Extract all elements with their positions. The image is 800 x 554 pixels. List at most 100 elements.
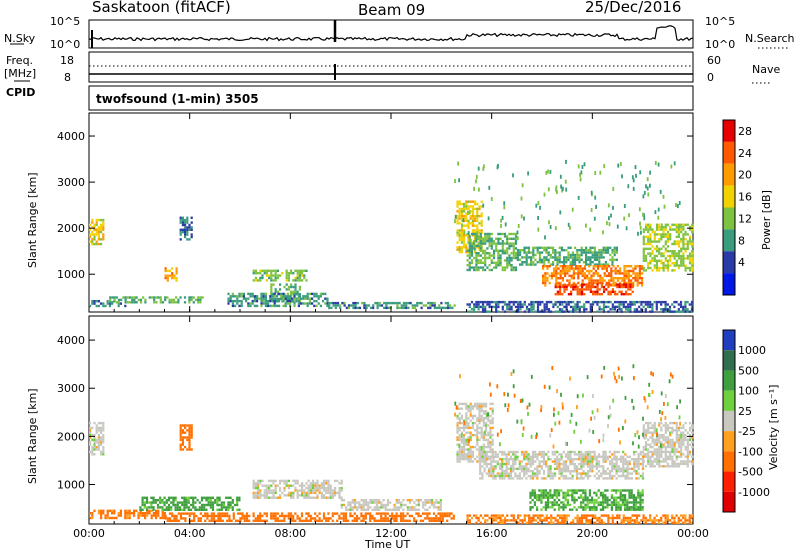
velocity-cell: [639, 474, 642, 478]
velocity-cell: [602, 503, 605, 507]
velocity-cell: [509, 472, 513, 475]
velocity-cell: [220, 506, 223, 509]
power-cell: [597, 281, 600, 285]
power-cell: [559, 274, 562, 277]
power-cell: [673, 300, 676, 304]
velocity-cell: [644, 436, 648, 439]
power-cell: [605, 281, 608, 285]
power-cell: [598, 263, 601, 266]
power-cell: [561, 303, 564, 306]
power-cell: [396, 306, 399, 310]
power-cell: [89, 235, 92, 239]
power-cell: [634, 165, 637, 170]
velocity-cell: [257, 486, 260, 490]
velocity-cell: [194, 496, 197, 499]
velocity-cell: [196, 508, 199, 511]
velocity-cell: [298, 484, 301, 487]
velocity-cell: [469, 460, 472, 463]
velocity-cell: [520, 460, 524, 463]
velocity-cell: [233, 503, 237, 507]
velocity-cell: [428, 501, 431, 504]
velocity-cell: [644, 443, 648, 446]
power-cell: [618, 303, 621, 306]
power-cell: [478, 248, 481, 251]
velocity-cell: [318, 486, 321, 490]
velocity-cell: [490, 472, 493, 475]
power-cell: [571, 256, 574, 259]
velocity-cell: [547, 465, 550, 468]
velocity-cell: [479, 465, 482, 468]
velocity-cell: [567, 455, 570, 458]
velocity-cell: [580, 501, 583, 504]
velocity-cell: [482, 405, 485, 408]
velocity-cell: [111, 512, 114, 515]
velocity-cell: [469, 433, 472, 437]
velocity-cell: [439, 506, 442, 509]
power-cell: [651, 245, 654, 248]
velocity-cell: [270, 514, 273, 518]
power-cell: [188, 296, 191, 299]
velocity-cell: [97, 429, 100, 432]
power-cell: [273, 304, 276, 308]
power-cell: [579, 177, 582, 182]
power-cell: [607, 310, 610, 313]
power-cell: [179, 219, 182, 222]
power-cell: [285, 276, 288, 280]
power-cell: [183, 301, 187, 304]
velocity-cell: [582, 472, 585, 475]
velocity-cell: [89, 441, 92, 444]
velocity-cell: [397, 508, 401, 511]
power-cell: [550, 310, 553, 313]
power-cell: [135, 301, 138, 304]
velocity-cell: [496, 460, 499, 463]
power-cell: [168, 301, 171, 304]
power-cell: [684, 303, 687, 306]
power-cell: [574, 310, 577, 313]
velocity-cell: [270, 517, 273, 520]
velocity-cell: [364, 499, 368, 502]
velocity-cell: [630, 458, 634, 461]
power-cell: [95, 242, 98, 246]
velocity-cell: [664, 455, 667, 458]
power-cell: [612, 277, 615, 280]
power-cell: [581, 269, 584, 273]
power-cell: [553, 272, 556, 275]
power-cell: [466, 249, 469, 252]
velocity-cell: [435, 506, 438, 509]
velocity-cell: [588, 489, 591, 492]
velocity-cell: [471, 426, 474, 430]
velocity-cell: [463, 448, 466, 451]
velocity-cell: [305, 512, 308, 515]
velocity-cell: [256, 517, 260, 520]
power-cell: [564, 274, 567, 277]
velocity-cell: [347, 519, 350, 522]
velocity-cell: [669, 426, 672, 430]
velocity-cell: [560, 467, 563, 470]
velocity-cell: [256, 519, 260, 522]
velocity-cell: [259, 482, 262, 485]
power-cell: [420, 306, 423, 310]
power-cell: [682, 310, 685, 313]
power-cell: [587, 251, 590, 254]
power-cell: [279, 288, 282, 291]
power-cell: [532, 300, 535, 304]
velocity-cell: [489, 429, 492, 432]
velocity-cell: [463, 443, 466, 446]
velocity-cell: [467, 417, 470, 420]
velocity-cell: [203, 508, 206, 511]
power-cell: [682, 257, 685, 260]
velocity-cell: [615, 496, 618, 499]
power-cell: [171, 272, 174, 275]
velocity-cell: [490, 455, 493, 458]
velocity-cell: [621, 498, 624, 502]
power-cell: [638, 305, 641, 309]
power-cell: [682, 308, 685, 311]
power-cell: [115, 296, 118, 299]
velocity-cell: [187, 501, 190, 504]
power-cell: [651, 308, 654, 311]
power-cell: [476, 224, 479, 227]
power-cell: [627, 305, 630, 309]
velocity-cell: [178, 506, 182, 509]
velocity-cell: [186, 438, 189, 442]
velocity-cell: [301, 486, 304, 490]
